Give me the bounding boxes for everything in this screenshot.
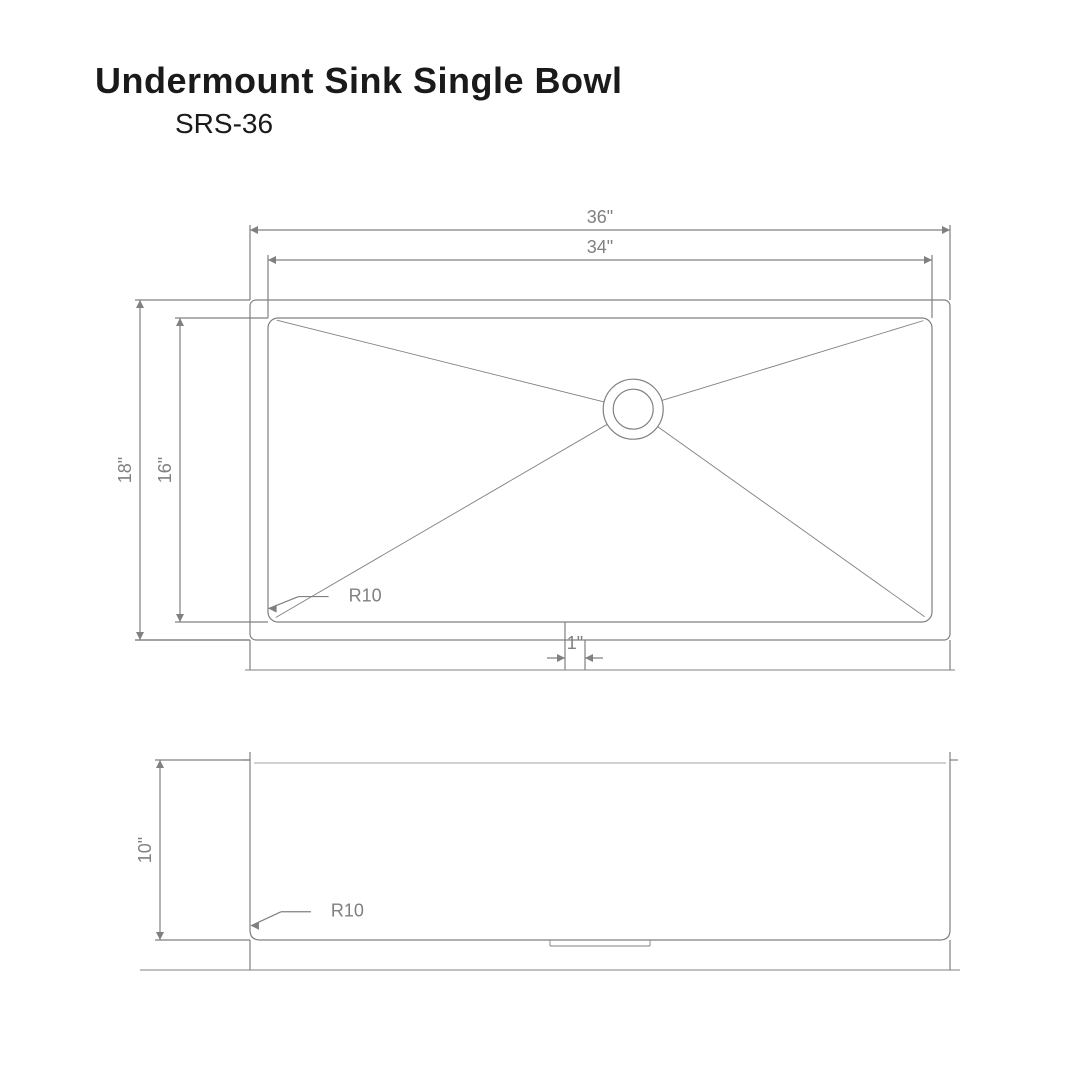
svg-text:36": 36" bbox=[587, 207, 613, 227]
technical-drawing: 36" 34" 18" 16" 1" R10 10" R10 bbox=[0, 0, 1080, 1080]
svg-text:1": 1" bbox=[567, 633, 583, 653]
svg-text:10": 10" bbox=[135, 837, 155, 863]
svg-text:34": 34" bbox=[587, 237, 613, 257]
svg-text:R10: R10 bbox=[331, 901, 364, 921]
svg-text:R10: R10 bbox=[349, 585, 382, 605]
svg-text:18": 18" bbox=[115, 457, 135, 483]
svg-text:16": 16" bbox=[155, 457, 175, 483]
